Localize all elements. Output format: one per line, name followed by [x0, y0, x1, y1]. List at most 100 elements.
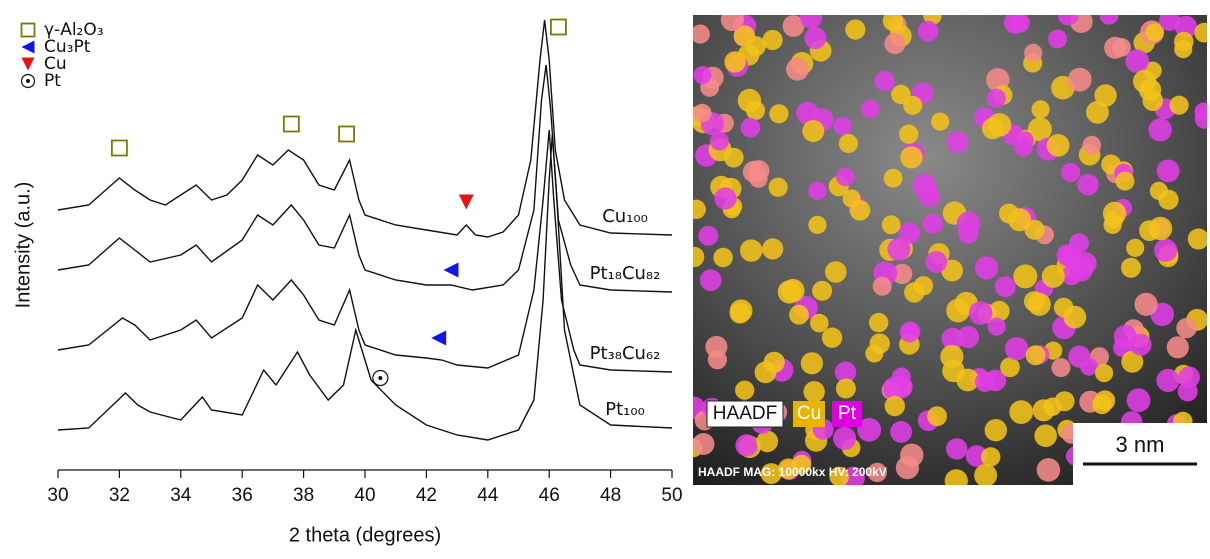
particle — [947, 131, 969, 153]
particle — [1094, 84, 1116, 106]
particle — [1095, 390, 1116, 411]
particle — [1116, 172, 1135, 191]
particle — [1032, 100, 1050, 118]
particle — [988, 318, 1006, 336]
marker-square — [112, 141, 127, 156]
marker-triangle — [443, 263, 458, 278]
particle — [833, 427, 856, 450]
marker-square — [284, 117, 299, 132]
x-axis-label: 2 theta (degrees) — [289, 524, 441, 546]
particle — [1016, 131, 1034, 149]
particle — [714, 187, 736, 209]
particle — [1069, 233, 1089, 253]
particle — [713, 248, 732, 267]
particle — [810, 314, 829, 333]
particle — [1077, 174, 1098, 195]
particle — [694, 66, 712, 84]
particle — [987, 89, 1006, 108]
particle — [918, 21, 939, 42]
particle — [801, 352, 823, 374]
particle — [946, 438, 967, 459]
marker-triangle — [431, 331, 446, 346]
particle — [1061, 163, 1080, 182]
particle — [1174, 40, 1192, 58]
x-tick-label: 46 — [539, 485, 560, 506]
series-line — [58, 65, 672, 292]
particle — [899, 125, 918, 144]
particle — [1149, 118, 1172, 141]
particle — [1024, 44, 1042, 62]
particle — [789, 305, 809, 325]
particle — [730, 303, 751, 324]
particle — [1135, 293, 1158, 316]
particle — [693, 433, 715, 455]
particle — [724, 51, 745, 72]
particle — [887, 238, 910, 261]
particle — [845, 20, 865, 40]
particle — [1104, 216, 1122, 234]
particle — [684, 247, 704, 267]
particle — [738, 89, 761, 112]
particle — [687, 200, 706, 219]
particle — [1170, 96, 1189, 115]
y-axis-label: Intensity (a.u.) — [12, 182, 34, 309]
particle — [945, 469, 968, 492]
circle-dot — [378, 376, 382, 380]
tag-haadf: HAADF — [713, 403, 777, 424]
particle — [833, 117, 851, 135]
particle — [940, 345, 963, 368]
x-tick-label: 42 — [416, 485, 437, 506]
particle — [763, 30, 783, 50]
particle — [884, 33, 905, 54]
particle — [869, 313, 888, 332]
particle — [969, 301, 993, 325]
particle — [1158, 190, 1178, 210]
particle — [735, 381, 754, 400]
particle — [873, 277, 892, 296]
legend-label: Pt — [44, 71, 61, 91]
particle — [1178, 366, 1200, 388]
particle — [975, 256, 998, 279]
x-tick-label: 30 — [47, 485, 68, 506]
marker-triangle — [22, 58, 35, 71]
particle — [822, 328, 842, 348]
x-tick-label: 44 — [477, 485, 499, 506]
particle — [925, 251, 947, 273]
tag-cu: Cu — [797, 403, 821, 424]
particle — [1159, 10, 1180, 31]
particle — [1042, 265, 1065, 288]
particle — [800, 7, 822, 29]
x-tick-label: 38 — [293, 485, 314, 506]
circle-dot — [26, 79, 30, 83]
particle — [988, 113, 1012, 137]
particle — [802, 120, 824, 142]
particle — [691, 24, 710, 43]
tag-pt: Pt — [838, 403, 857, 424]
particle — [1010, 13, 1030, 33]
x-tick-label: 48 — [600, 485, 621, 506]
marker-square — [339, 127, 354, 142]
particle — [884, 169, 903, 188]
particle — [1013, 264, 1037, 288]
particle — [957, 326, 979, 348]
particle — [1104, 37, 1126, 59]
particle — [975, 372, 995, 392]
particle — [882, 215, 901, 234]
particle — [1167, 336, 1189, 358]
particle — [946, 299, 970, 323]
marker-triangle — [22, 41, 35, 54]
particle — [1139, 220, 1160, 241]
particle — [735, 434, 757, 456]
particle — [781, 279, 804, 302]
particle — [865, 345, 883, 363]
particle — [1026, 345, 1046, 365]
particle — [1114, 325, 1137, 348]
marker-square — [22, 24, 35, 37]
x-tick-label: 40 — [354, 485, 375, 506]
particle — [698, 226, 718, 246]
particle — [1009, 400, 1033, 424]
particle — [900, 146, 922, 168]
particle — [1054, 298, 1074, 318]
particle — [786, 58, 809, 81]
